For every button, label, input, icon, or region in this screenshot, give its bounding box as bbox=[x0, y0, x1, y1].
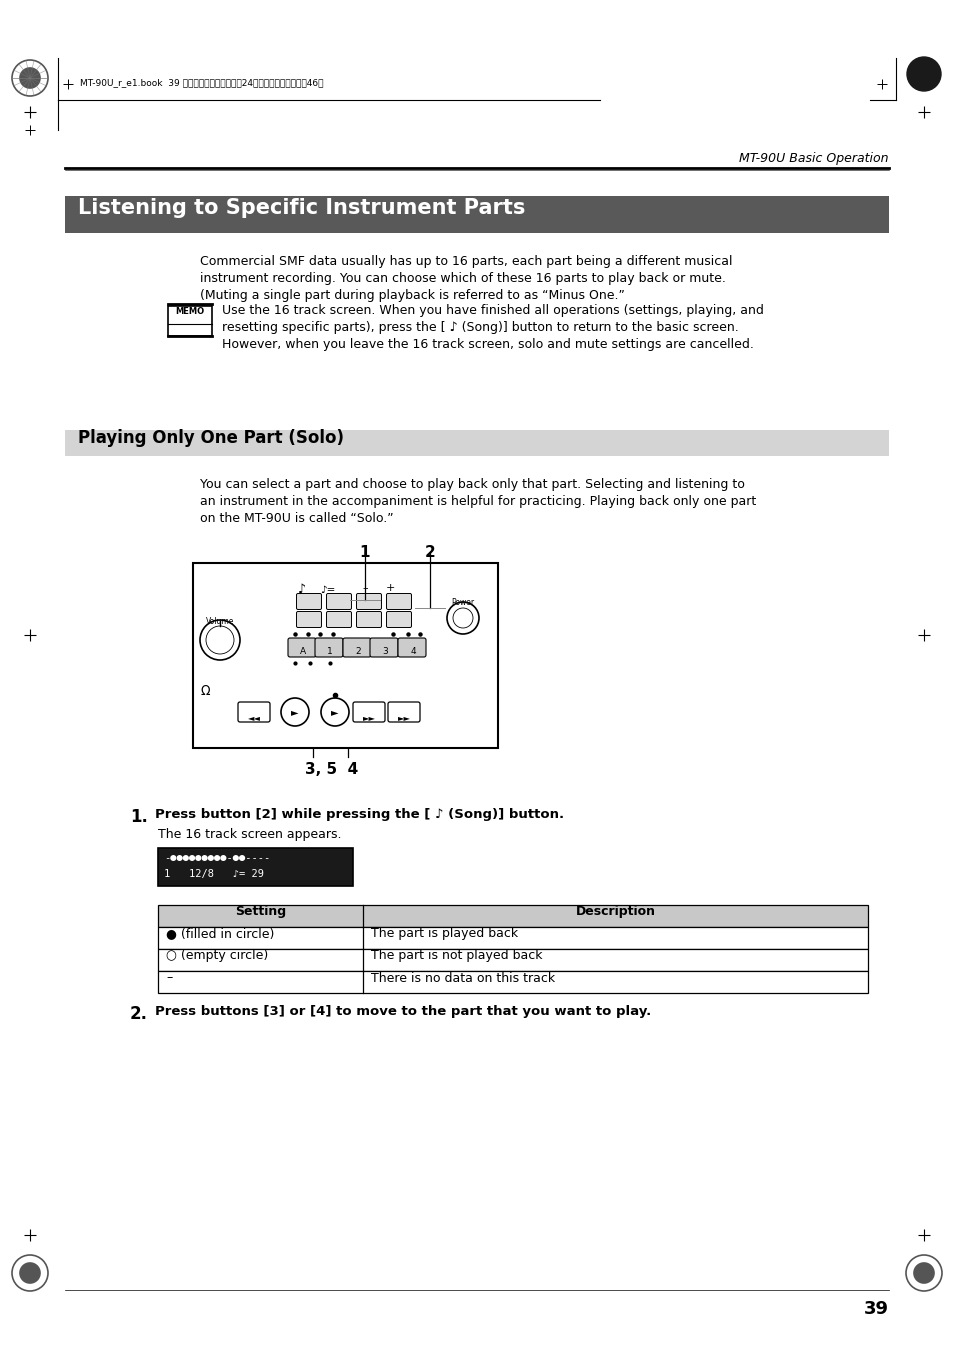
Text: The 16 track screen appears.: The 16 track screen appears. bbox=[158, 828, 341, 842]
Text: Setting: Setting bbox=[234, 905, 286, 919]
Text: ►: ► bbox=[291, 707, 298, 717]
Text: ►►: ►► bbox=[397, 713, 410, 721]
Text: an instrument in the accompaniment is helpful for practicing. Playing back only : an instrument in the accompaniment is he… bbox=[200, 494, 756, 508]
Text: Description: Description bbox=[575, 905, 655, 919]
Text: -●●●●●●●●●-●●----: -●●●●●●●●●-●●---- bbox=[164, 852, 270, 863]
Text: MT-90U_r_e1.book  39 ページ　２００８年３月24日　月曜日　午後４時46分: MT-90U_r_e1.book 39 ページ ２００８年３月24日 月曜日 午… bbox=[80, 78, 323, 88]
Text: ◄◄: ◄◄ bbox=[247, 713, 260, 721]
FancyBboxPatch shape bbox=[370, 638, 397, 657]
Text: There is no data on this track: There is no data on this track bbox=[371, 971, 555, 985]
FancyBboxPatch shape bbox=[343, 638, 371, 657]
Text: 1: 1 bbox=[327, 647, 333, 657]
Bar bbox=[158, 927, 867, 948]
Text: Power: Power bbox=[451, 598, 474, 607]
Text: 2: 2 bbox=[424, 544, 435, 561]
Bar bbox=[158, 905, 867, 927]
Text: MT-90U Basic Operation: MT-90U Basic Operation bbox=[739, 153, 888, 165]
FancyBboxPatch shape bbox=[296, 612, 321, 627]
FancyBboxPatch shape bbox=[356, 593, 381, 609]
Text: Playing Only One Part (Solo): Playing Only One Part (Solo) bbox=[78, 430, 344, 447]
Circle shape bbox=[913, 1263, 933, 1283]
FancyBboxPatch shape bbox=[356, 612, 381, 627]
Text: 3, 5  4: 3, 5 4 bbox=[305, 762, 358, 777]
Text: ● (filled in circle): ● (filled in circle) bbox=[166, 928, 274, 940]
Text: 4: 4 bbox=[410, 647, 416, 657]
Text: Use the 16 track screen. When you have finished all operations (settings, playin: Use the 16 track screen. When you have f… bbox=[222, 304, 763, 317]
Text: 39: 39 bbox=[863, 1300, 888, 1319]
FancyBboxPatch shape bbox=[314, 638, 343, 657]
FancyBboxPatch shape bbox=[288, 638, 315, 657]
Text: 2: 2 bbox=[355, 647, 360, 657]
Circle shape bbox=[20, 68, 40, 88]
Text: 2.: 2. bbox=[130, 1005, 148, 1023]
Text: The part is played back: The part is played back bbox=[371, 928, 517, 940]
Bar bbox=[158, 948, 867, 971]
Text: resetting specific parts), press the [ ♪ (Song)] button to return to the basic s: resetting specific parts), press the [ ♪… bbox=[222, 322, 738, 334]
Circle shape bbox=[906, 57, 940, 91]
FancyBboxPatch shape bbox=[296, 593, 321, 609]
Text: Commercial SMF data usually has up to 16 parts, each part being a different musi: Commercial SMF data usually has up to 16… bbox=[200, 255, 732, 267]
FancyBboxPatch shape bbox=[237, 703, 270, 721]
FancyBboxPatch shape bbox=[326, 593, 351, 609]
Text: Press button [2] while pressing the [ ♪ (Song)] button.: Press button [2] while pressing the [ ♪ … bbox=[154, 808, 563, 821]
Text: 1: 1 bbox=[359, 544, 370, 561]
FancyBboxPatch shape bbox=[386, 593, 411, 609]
Bar bbox=[168, 305, 212, 336]
Text: –: – bbox=[166, 971, 172, 985]
Text: You can select a part and choose to play back only that part. Selecting and list: You can select a part and choose to play… bbox=[200, 478, 744, 490]
Text: instrument recording. You can choose which of these 16 parts to play back or mut: instrument recording. You can choose whi… bbox=[200, 272, 725, 285]
Bar bbox=[193, 563, 497, 748]
Bar bbox=[65, 196, 888, 232]
FancyBboxPatch shape bbox=[353, 703, 385, 721]
Text: ○ (empty circle): ○ (empty circle) bbox=[166, 950, 268, 962]
Text: (Muting a single part during playback is referred to as “Minus One.”: (Muting a single part during playback is… bbox=[200, 289, 624, 303]
Text: 1.: 1. bbox=[130, 808, 148, 825]
Text: MEMO: MEMO bbox=[175, 308, 204, 316]
FancyBboxPatch shape bbox=[388, 703, 419, 721]
Bar bbox=[65, 430, 888, 457]
Text: 1   12/8   ♪= 29: 1 12/8 ♪= 29 bbox=[164, 869, 264, 880]
Text: Listening to Specific Instrument Parts: Listening to Specific Instrument Parts bbox=[78, 199, 525, 219]
Bar bbox=[158, 971, 867, 993]
Text: However, when you leave the 16 track screen, solo and mute settings are cancelle: However, when you leave the 16 track scr… bbox=[222, 338, 753, 351]
Text: ►: ► bbox=[331, 707, 338, 717]
Text: ♪=: ♪= bbox=[319, 585, 335, 594]
Text: Volume: Volume bbox=[206, 617, 233, 626]
FancyBboxPatch shape bbox=[386, 612, 411, 627]
Text: Press buttons [3] or [4] to move to the part that you want to play.: Press buttons [3] or [4] to move to the … bbox=[154, 1005, 651, 1019]
Text: A: A bbox=[299, 647, 306, 657]
Text: ►►: ►► bbox=[362, 713, 375, 721]
Text: on the MT-90U is called “Solo.”: on the MT-90U is called “Solo.” bbox=[200, 512, 394, 526]
Text: +: + bbox=[385, 584, 395, 593]
FancyBboxPatch shape bbox=[326, 612, 351, 627]
Text: 3: 3 bbox=[382, 647, 388, 657]
Text: –: – bbox=[362, 584, 368, 593]
Text: Ω: Ω bbox=[200, 685, 210, 698]
Text: ♪: ♪ bbox=[297, 584, 306, 596]
Text: The part is not played back: The part is not played back bbox=[371, 950, 542, 962]
Circle shape bbox=[20, 1263, 40, 1283]
FancyBboxPatch shape bbox=[397, 638, 426, 657]
Bar bbox=[158, 848, 353, 886]
